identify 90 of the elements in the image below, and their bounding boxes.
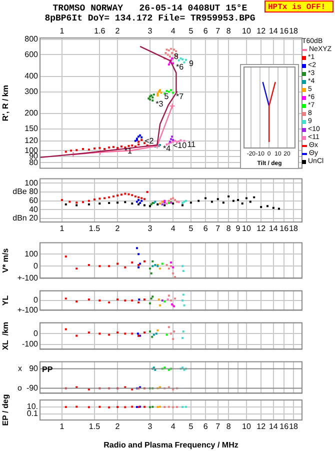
annotation: *3	[156, 100, 164, 109]
x-tick-label: 8	[226, 26, 232, 36]
text: HPTx is OFF!	[268, 3, 326, 12]
y-tick-label: 100	[24, 178, 39, 188]
ref-line-label: x	[18, 364, 22, 373]
x-tick-label: 7	[216, 224, 221, 234]
x-tick-label: 1	[60, 224, 65, 234]
y-tick-label: 10.	[26, 402, 38, 412]
x-tick-label: 4	[170, 422, 176, 432]
x-tick-label: 1	[60, 422, 65, 432]
annotation: 8	[174, 52, 180, 62]
x-tick-label: 4	[170, 26, 176, 36]
x-tick-label: 2	[115, 422, 120, 432]
x-tick-label: 9	[236, 224, 241, 234]
x-tick-label: 6	[203, 26, 208, 36]
annotation: 9	[188, 59, 194, 68]
y-axis-title: XL /km	[1, 322, 10, 350]
x-tick-label: 7	[216, 26, 221, 36]
annotation: *1	[124, 146, 133, 156]
x-tick-label: 6	[203, 224, 208, 234]
chart-title: TROMSO NORWAY 26-05-14 0408UT 15°E	[52, 3, 248, 14]
x-tick-label: 1.5	[88, 422, 101, 432]
chart-subtitle: 8pBP6It DoY= 134.172 File= TR959953.BPG	[44, 13, 256, 24]
y-tick-label: +-100	[17, 273, 39, 282]
x-tick-label: 5	[188, 224, 194, 234]
annotation: 5	[164, 92, 170, 101]
x-tick-label: 16	[280, 224, 290, 234]
x-tick-label: 14	[268, 26, 278, 36]
y-tick-label: 40	[29, 204, 39, 214]
x-axis-title: Radio and Plasma Frequency / MHz	[104, 440, 238, 450]
x-tick-label: 12	[256, 422, 266, 432]
x-tick-label: 12	[256, 26, 266, 36]
annotation: 11	[187, 140, 196, 150]
annotation: <2	[144, 136, 154, 146]
y-tick-label: 0	[34, 296, 39, 305]
y-tick-label: 60	[29, 196, 39, 206]
x-tick-label: 2	[115, 26, 120, 36]
x-tick-label: 1.5	[88, 224, 101, 234]
ref-line-label: o	[18, 384, 23, 393]
x-tick-label: 5	[188, 26, 194, 36]
y-axis-title: EP / deg	[1, 394, 10, 426]
x-tick-label: 6	[203, 422, 208, 432]
annotation: PP	[42, 365, 54, 374]
x-tick-label: 5	[188, 422, 194, 432]
y-axis-title: V* m/s	[1, 248, 10, 273]
y-tick-label: 80	[29, 158, 39, 167]
y-tick-label: 800	[24, 34, 39, 44]
x-tick-label: 8	[226, 224, 232, 234]
y-tick-label: 0.1	[26, 409, 39, 418]
y-tick-label: dBe 80	[12, 187, 39, 196]
y-tick-label: 120	[24, 136, 39, 146]
annotation: *7	[176, 92, 184, 101]
y-tick-label: -100	[22, 340, 39, 349]
x-tick-label: 1	[60, 26, 65, 36]
x-tick-label: 16	[280, 26, 290, 36]
x-tick-label: 3	[148, 26, 153, 36]
y-tick-label: +-100	[17, 305, 39, 314]
y-tick-label: 200	[24, 108, 39, 118]
y-tick-label: 100	[24, 249, 39, 258]
y-axis-title: R', R / km	[1, 85, 10, 122]
x-tick-label: 2	[115, 224, 120, 234]
y-tick-label: 90	[29, 364, 39, 373]
y-tick-label: -90	[26, 384, 39, 393]
annotation: *6	[176, 62, 184, 72]
x-tick-label: 10	[242, 224, 252, 234]
x-tick-label: 1.6	[94, 26, 106, 36]
annotation: *4	[163, 144, 172, 154]
x-tick-label: 14	[268, 224, 278, 234]
x-tick-label: 10	[242, 26, 252, 36]
y-tick-label: 150	[24, 124, 39, 134]
annotation: <10	[172, 140, 188, 150]
x-tick-label: 14	[268, 422, 278, 432]
x-tick-label: 18	[289, 224, 299, 234]
x-tick-label: 4	[170, 224, 176, 234]
y-tick-label: 0	[34, 328, 39, 338]
y-tick-label: 300	[24, 87, 39, 96]
x-tick-label: 18	[289, 422, 299, 432]
y-tick-label: dBn 20	[12, 214, 39, 223]
x-tick-label: 10	[242, 422, 252, 432]
x-tick-label: 3	[148, 422, 153, 432]
y-tick-label: 400	[24, 72, 39, 81]
y-axis-title: YL	[1, 295, 10, 306]
x-tick-label: 18	[289, 26, 299, 36]
x-tick-label: 12	[256, 224, 266, 234]
x-tick-label: 7	[216, 422, 221, 432]
y-tick-label: 0	[34, 261, 39, 270]
x-tick-label: 3	[148, 224, 153, 234]
x-tick-label: 8	[226, 422, 232, 432]
x-tick-label: 16	[280, 422, 290, 432]
y-tick-label: 600	[24, 50, 39, 59]
